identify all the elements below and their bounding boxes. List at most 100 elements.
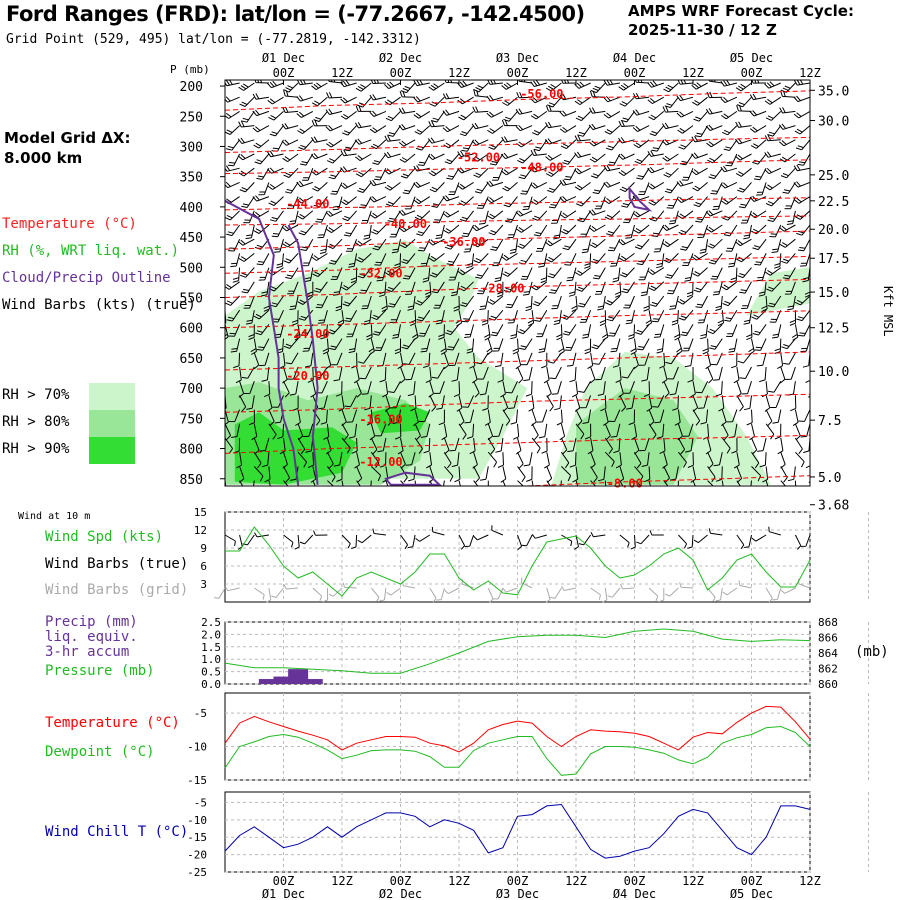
wind-barb: [551, 295, 562, 310]
wind-barb: [359, 366, 372, 380]
wind-barb: [327, 466, 336, 483]
precip-tick-label: 2.0: [201, 628, 221, 641]
wind-barb: [372, 324, 387, 336]
wind-barb: [589, 238, 606, 249]
wind-barb: [797, 238, 810, 252]
wind-barb: [793, 164, 810, 172]
wind-barb: [549, 366, 562, 380]
wind-barb: [649, 295, 665, 307]
pressure-label: Pressure (mb): [45, 663, 155, 679]
wind-barb: [526, 466, 533, 482]
wind-barb: [647, 267, 665, 276]
wind-barb: [479, 295, 489, 310]
wind-barb: [525, 295, 533, 312]
wind-barb: [587, 352, 594, 370]
wind-barb: [323, 423, 330, 440]
wind-barb: [547, 96, 562, 108]
wind-barb: [433, 210, 445, 224]
wind-barb: [560, 210, 577, 219]
wind-barb: [625, 310, 635, 325]
top-hour-label: 00Z: [507, 66, 529, 80]
wind-barb: [225, 125, 240, 135]
wind-barb: [523, 452, 533, 467]
pressure-line: [224, 628, 811, 674]
cross-section-layer: [225, 80, 810, 486]
legend-cloud: Cloud/Precip Outline: [2, 270, 171, 286]
wind-barb: [413, 181, 430, 188]
wind-barb: [632, 109, 650, 116]
wind-barb: [569, 452, 577, 468]
true-wind-barb-10m: [736, 534, 745, 550]
wind-barb: [706, 91, 723, 99]
wind-barb: [517, 238, 533, 249]
wind-barb: [297, 210, 314, 220]
bottom-date-label: Ø4 Dec: [613, 887, 656, 900]
wind-barb: [420, 338, 431, 353]
wind-barb: [454, 466, 461, 483]
wind-barb: [431, 366, 445, 379]
wind-barb: [503, 111, 518, 122]
wind-barb: [370, 466, 382, 482]
wind-barb: [568, 281, 577, 297]
wind-barb: [669, 295, 679, 310]
wind-barb: [515, 352, 522, 370]
grid-wind-barb-10m: [342, 582, 357, 589]
wind-barb: [551, 210, 562, 224]
pressure-tick-label: 800: [180, 443, 203, 458]
kft-tick-label: 20.0: [818, 223, 849, 238]
wind-barb: [471, 122, 489, 130]
wind-barb: [549, 281, 562, 294]
wind-barb: [647, 166, 664, 174]
temperature-contour: [225, 278, 810, 298]
precip-label-line3: 3-hr accum: [45, 644, 129, 660]
wind-barb: [283, 253, 299, 264]
wind-barb: [743, 224, 752, 240]
wind-barb: [684, 267, 694, 282]
wind-barb: [225, 352, 226, 354]
wind-barb: [287, 281, 299, 295]
wind-barb: [413, 96, 430, 103]
grid-wind-barb-10m: [493, 587, 504, 600]
temperature-contour: [527, 475, 810, 486]
wind-barb: [800, 338, 810, 353]
wind-barb: [663, 167, 679, 178]
grid-wind-barb-10m: [619, 584, 635, 590]
wind-barb: [721, 196, 738, 205]
true-wind-barb-10m: [458, 534, 466, 550]
wind-barb: [443, 480, 445, 486]
wind-barb: [767, 125, 782, 137]
wind-barb: [494, 352, 504, 368]
wind-barb: [618, 153, 635, 160]
wind-barb: [243, 381, 255, 394]
wind-barb: [228, 324, 241, 337]
wind-barb: [341, 437, 351, 454]
precip-bar: [273, 676, 294, 684]
wind-barb: [630, 338, 637, 355]
wind-barb: [442, 93, 460, 100]
wind-barb: [665, 267, 679, 279]
wind-barb: [479, 381, 489, 396]
grid-wind-barb-10m: [590, 587, 601, 600]
wind-barb: [254, 80, 269, 84]
wind-barb: [466, 423, 475, 439]
wind-barb: [691, 136, 708, 143]
wind-barb: [707, 366, 714, 384]
wind-barb: [501, 82, 518, 90]
wind-barb: [619, 480, 624, 486]
wind-barb: [427, 137, 445, 144]
wind-barb: [473, 253, 489, 264]
wind-barb: [790, 395, 797, 412]
wind-barb: [401, 338, 416, 350]
wind-barb: [560, 451, 570, 469]
wind-barb: [225, 111, 226, 112]
wind-barb: [361, 295, 372, 310]
wind-barb: [793, 181, 810, 188]
wind-barb: [435, 224, 445, 239]
precip-tick-label: 2.5: [201, 616, 221, 629]
precip-bar: [302, 679, 323, 684]
wind-barb: [771, 239, 782, 253]
bottom-hour-label: 00Z: [624, 874, 646, 888]
wind-barb: [707, 153, 723, 164]
wind-barb: [604, 437, 613, 454]
wind-barb: [258, 267, 270, 281]
